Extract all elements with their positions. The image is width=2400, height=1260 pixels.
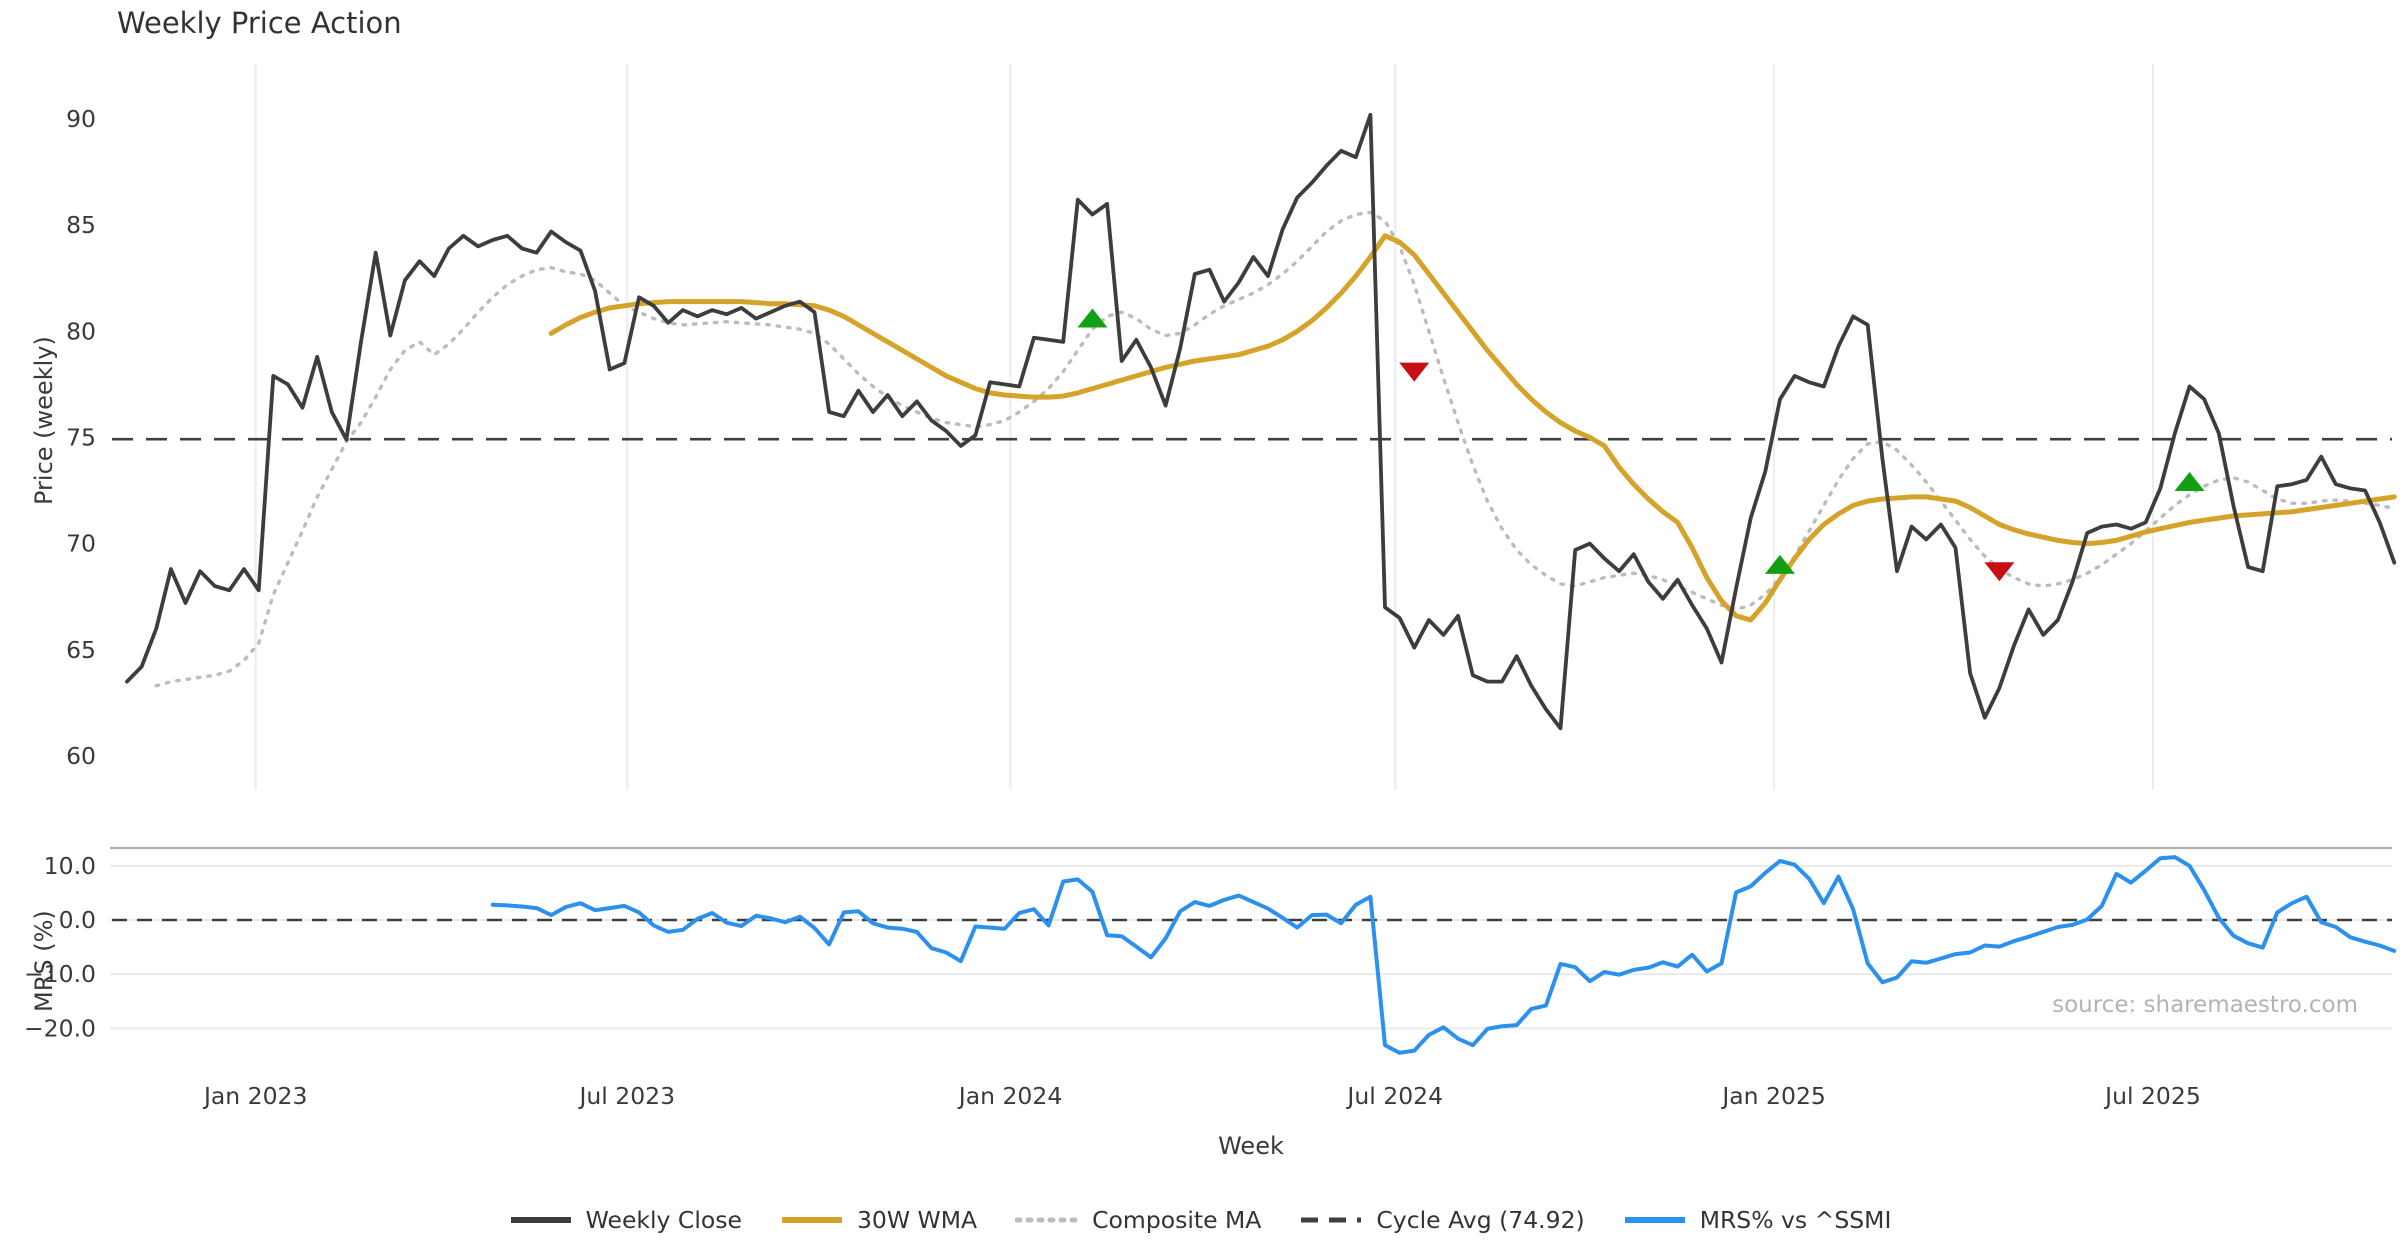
legend-item: Cycle Avg (74.92) [1299,1206,1585,1234]
y-tick-label-price: 65 [66,636,96,664]
legend-item: Composite MA [1015,1206,1261,1234]
legend-item: MRS% vs ^SSMI [1623,1206,1892,1234]
y-axis-label-mrs: MRS (%) [30,910,58,1012]
legend-label: 30W WMA [856,1206,978,1234]
y-tick-label-mrs: 10.0 [44,852,96,880]
y-tick-label-price: 80 [66,317,96,345]
sell-signal-marker [1399,362,1430,382]
legend-item: Weekly Close [509,1206,742,1234]
buy-signal-marker [2174,472,2205,492]
y-tick-label-price: 60 [66,742,96,770]
buy-signal-marker [1764,554,1795,574]
legend-swatch-dotted [1015,1217,1080,1223]
legend-item: 30W WMA [780,1206,977,1234]
source-attribution: source: sharemaestro.com [2052,992,2358,1018]
y-tick-label-mrs: 0.0 [59,906,96,934]
legend-swatch-solid [510,1217,571,1223]
x-tick-label: Jan 2025 [1720,1082,1826,1110]
legend-label: MRS% vs ^SSMI [1699,1206,1892,1234]
weekly-close-line [125,112,2397,731]
x-tick-label: Jan 2023 [202,1082,308,1110]
composite-ma-line [154,210,2397,688]
mrs-line [490,855,2397,1055]
legend-label: Composite MA [1092,1206,1262,1234]
y-axis-label-price: Price (weekly) [30,336,58,505]
wma-line [548,233,2397,623]
y-tick-label-price: 75 [66,423,96,451]
x-axis-label: Week [1218,1132,1284,1160]
y-tick-label-mrs: −10.0 [24,960,96,988]
y-tick-label-price: 70 [66,530,96,558]
y-tick-label-mrs: −20.0 [24,1014,96,1042]
sell-signal-marker [1984,562,2015,582]
y-tick-label-price: 90 [66,105,96,133]
legend-label: Weekly Close [585,1206,742,1234]
y-tick-label-price: 85 [66,211,96,239]
page-title: Weekly Price Action [117,6,402,40]
x-tick-label: Jul 2025 [2103,1082,2201,1110]
buy-signal-marker [1077,308,1108,328]
legend-swatch-dashed [1301,1217,1362,1223]
legend-label: Cycle Avg (74.92) [1376,1206,1585,1234]
legend-swatch-solid [781,1217,842,1223]
x-tick-label: Jul 2024 [1345,1082,1443,1110]
legend-swatch-solid [1624,1217,1685,1223]
x-tick-label: Jan 2024 [957,1082,1063,1110]
x-tick-label: Jul 2023 [577,1082,675,1110]
legend: Weekly Close 30W WMA Composite MA Cycle … [0,1206,2400,1234]
